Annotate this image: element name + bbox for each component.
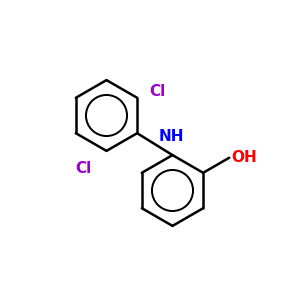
Text: OH: OH	[232, 150, 257, 165]
Text: Cl: Cl	[76, 161, 92, 176]
Text: NH: NH	[159, 129, 184, 144]
Text: Cl: Cl	[149, 84, 165, 99]
